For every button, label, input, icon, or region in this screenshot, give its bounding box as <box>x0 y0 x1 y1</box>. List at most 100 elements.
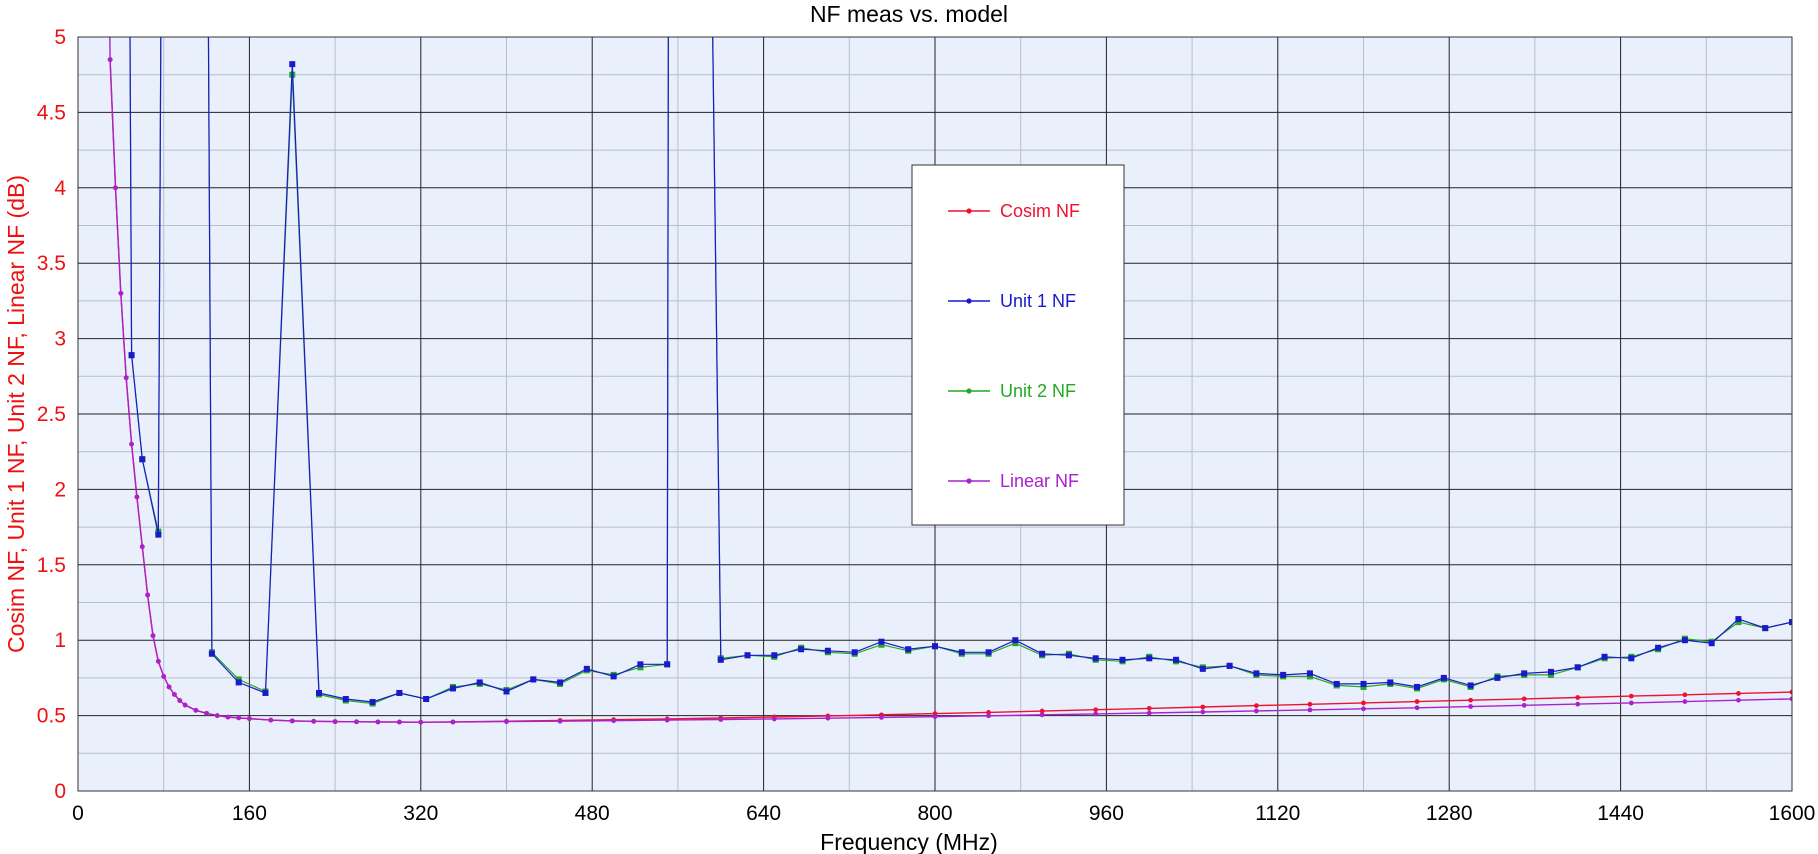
y-tick-label: 0 <box>54 780 66 803</box>
data-point <box>289 718 295 724</box>
x-tick-label: 1440 <box>1597 802 1644 825</box>
data-point <box>611 718 617 724</box>
legend-item-linear-nf: Linear NF <box>948 471 1079 491</box>
series-linear-nf <box>107 37 1792 725</box>
legend-item-unit-1-nf: Unit 1 NF <box>948 291 1076 311</box>
x-axis-label: Frequency (MHz) <box>820 829 998 854</box>
data-point <box>418 719 424 725</box>
data-point <box>1628 700 1634 706</box>
data-point <box>664 661 671 668</box>
data-point <box>1440 674 1447 681</box>
data-point <box>879 715 884 720</box>
data-point <box>193 707 199 713</box>
data-point <box>557 679 564 686</box>
data-point <box>1253 708 1259 714</box>
data-point <box>182 702 188 708</box>
series-line-linear-nf <box>109 37 1792 723</box>
data-point <box>476 679 483 686</box>
legend: Cosim NF Unit 1 NF Unit 2 NF Linear NF <box>911 164 1125 526</box>
data-point <box>1093 707 1099 713</box>
data-point <box>450 719 456 725</box>
data-point <box>1333 680 1340 687</box>
x-tick-label: 160 <box>232 802 267 825</box>
plot-frame <box>77 36 1793 792</box>
data-point <box>905 646 912 653</box>
data-point <box>1173 656 1180 663</box>
data-point <box>1146 705 1152 711</box>
data-point <box>236 715 242 721</box>
data-point <box>1093 711 1099 717</box>
data-point <box>235 679 242 686</box>
legend-items: Cosim NF Unit 1 NF Unit 2 NF Linear NF <box>948 201 1080 491</box>
data-point <box>1521 702 1527 708</box>
data-point <box>1092 655 1099 662</box>
data-point <box>235 676 242 683</box>
series-unit-1-nf <box>128 37 1792 706</box>
data-point <box>1575 695 1581 700</box>
data-point <box>1065 652 1072 659</box>
data-point <box>214 713 220 718</box>
data-point <box>1119 656 1126 663</box>
data-point <box>1575 701 1581 707</box>
y-tick-label: 1 <box>54 629 66 652</box>
y-tick-label: 4.5 <box>37 101 66 124</box>
data-point <box>1789 689 1792 695</box>
legend-label: Unit 2 NF <box>1000 381 1076 401</box>
data-point <box>396 689 403 696</box>
data-point <box>1708 640 1715 647</box>
legend-label: Unit 1 NF <box>1000 291 1076 311</box>
data-point <box>1253 670 1260 677</box>
data-point <box>139 456 146 463</box>
data-point <box>664 717 670 723</box>
data-point <box>1361 706 1366 712</box>
data-point <box>504 719 509 725</box>
data-point <box>1735 619 1742 626</box>
data-point <box>1601 653 1608 660</box>
data-point <box>1735 616 1742 623</box>
legend-label: Linear NF <box>1000 471 1079 491</box>
data-point <box>1039 650 1046 657</box>
data-point <box>825 715 831 721</box>
legend-marker <box>966 208 972 214</box>
data-point <box>204 710 209 716</box>
data-point <box>449 685 456 692</box>
data-point <box>1574 664 1581 671</box>
data-point <box>1146 655 1153 662</box>
data-point <box>986 713 991 719</box>
data-point <box>1307 701 1313 707</box>
data-point <box>177 698 183 703</box>
data-point <box>1467 682 1474 689</box>
data-point <box>161 673 167 679</box>
data-point <box>289 61 296 68</box>
data-point <box>396 719 402 725</box>
data-point <box>771 652 778 659</box>
legend-item-unit-2-nf: Unit 2 NF <box>948 381 1076 401</box>
data-point <box>637 661 644 668</box>
legend-label: Cosim NF <box>1000 201 1080 221</box>
data-point <box>1655 644 1662 651</box>
data-point <box>369 699 376 706</box>
x-tick-label: 640 <box>746 802 781 825</box>
data-point <box>1682 699 1688 704</box>
y-tick-label: 2 <box>54 478 66 501</box>
x-tick-label: 1280 <box>1426 802 1473 825</box>
data-point <box>139 544 145 550</box>
y-tick-label: 3.5 <box>37 252 66 275</box>
data-point <box>1307 707 1313 713</box>
series-layer <box>107 37 1792 725</box>
data-point <box>1494 674 1501 681</box>
legend-marker <box>966 388 972 394</box>
data-point <box>718 717 724 722</box>
y-axis-ticks: 0 0.5 1 1.5 2 2.5 3 3.5 4 4.5 5 <box>37 26 67 803</box>
data-point <box>1199 665 1206 672</box>
x-tick-label: 1600 <box>1769 802 1816 825</box>
data-point <box>958 649 965 656</box>
legend-marker <box>966 478 972 484</box>
data-point <box>145 592 151 598</box>
data-point <box>172 692 177 697</box>
x-tick-label: 960 <box>1089 802 1124 825</box>
data-point <box>986 710 991 715</box>
data-point <box>1628 655 1635 662</box>
data-point <box>423 696 430 703</box>
